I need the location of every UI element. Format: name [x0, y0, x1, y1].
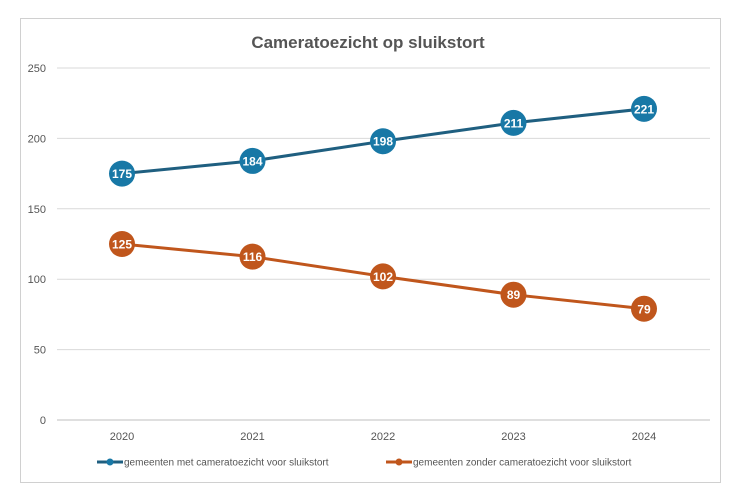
data-point — [500, 109, 527, 136]
legend-marker — [106, 458, 114, 466]
x-tick-label: 2021 — [240, 431, 264, 443]
y-tick-label: 250 — [28, 63, 46, 75]
data-point — [370, 263, 396, 290]
data-point — [239, 147, 266, 174]
x-tick-label: 2020 — [110, 431, 134, 443]
legend-label: gemeenten met cameratoezicht voor sluiks… — [124, 458, 329, 469]
data-point — [370, 128, 396, 155]
chart-title: Cameratoezicht op sluikstort — [251, 33, 485, 52]
data-label: 211 — [504, 116, 524, 130]
data-point — [109, 160, 135, 187]
chart-frame — [20, 18, 721, 483]
data-label: 198 — [373, 135, 393, 149]
data-label: 175 — [112, 167, 132, 181]
data-label: 116 — [243, 250, 263, 264]
y-tick-label: 0 — [40, 415, 46, 427]
data-label: 221 — [634, 102, 654, 116]
legend-label: gemeenten zonder cameratoezicht voor slu… — [413, 458, 632, 469]
data-point — [500, 281, 527, 308]
y-tick-label: 100 — [28, 274, 46, 286]
data-label: 89 — [507, 288, 521, 302]
y-tick-label: 200 — [28, 133, 46, 145]
data-label: 102 — [373, 270, 393, 284]
data-label: 79 — [637, 302, 651, 316]
data-point — [239, 243, 266, 270]
data-point — [109, 231, 135, 257]
y-tick-label: 50 — [34, 345, 46, 357]
data-label: 184 — [242, 154, 262, 168]
y-tick-label: 150 — [28, 204, 46, 216]
legend-marker — [395, 458, 403, 466]
x-tick-label: 2022 — [371, 431, 395, 443]
data-point — [631, 295, 657, 322]
data-point — [631, 95, 657, 122]
data-label: 125 — [112, 238, 132, 252]
x-tick-label: 2023 — [501, 431, 525, 443]
x-tick-label: 2024 — [632, 431, 656, 443]
